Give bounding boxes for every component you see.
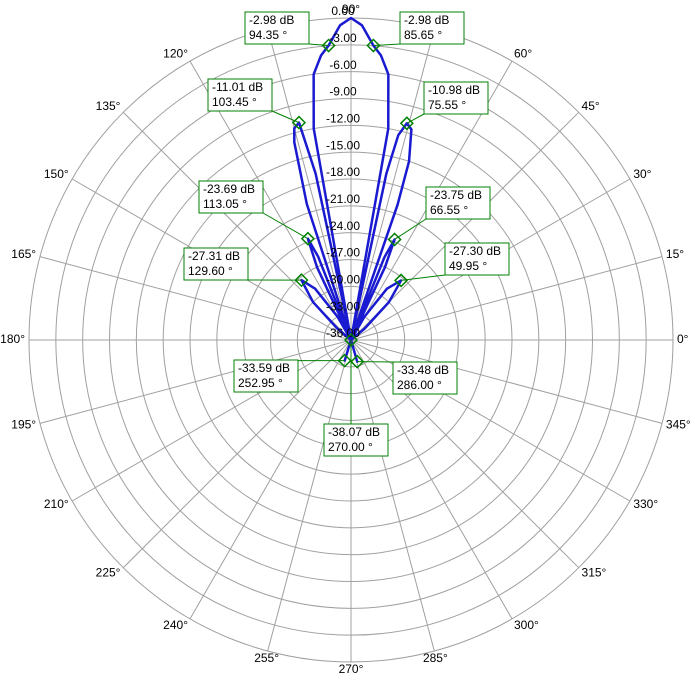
marker-label: -10.98 dB xyxy=(428,83,480,97)
marker-label-box xyxy=(444,242,510,276)
r-tick-label: -3.00 xyxy=(329,31,357,45)
r-tick-label: -6.00 xyxy=(329,58,357,72)
angle-label: 315° xyxy=(582,566,607,580)
marker-label-box xyxy=(233,359,299,393)
marker-label: -27.31 dB xyxy=(188,249,240,263)
marker-label-box xyxy=(323,423,389,457)
marker-angle-label: 270.00 ° xyxy=(328,440,373,454)
r-tick-label: -36.00 xyxy=(326,326,360,340)
marker-label-box xyxy=(392,361,458,395)
ring xyxy=(55,44,647,636)
marker-label: -23.75 dB xyxy=(430,188,482,202)
marker-leader xyxy=(401,274,446,281)
angle-label: 165° xyxy=(11,247,36,261)
marker-label-box xyxy=(425,186,491,220)
marker xyxy=(387,232,402,247)
marker-leader xyxy=(308,43,329,47)
marker-label: -38.07 dB xyxy=(328,425,380,439)
angle-label: 30° xyxy=(633,167,651,181)
marker xyxy=(394,273,409,288)
marker-leader xyxy=(394,218,427,240)
angle-label: 210° xyxy=(44,497,69,511)
marker-label: -11.01 dB xyxy=(212,80,263,94)
angle-label: 135° xyxy=(96,99,121,113)
angle-label: 270° xyxy=(339,662,364,676)
r-tick-label: -21.00 xyxy=(326,192,360,206)
marker-angle-label: 129.60 ° xyxy=(188,264,233,278)
marker-label-box xyxy=(423,81,489,115)
marker xyxy=(300,231,315,246)
marker xyxy=(350,354,365,369)
marker-label: -2.98 dB xyxy=(249,13,294,27)
marker-label-box xyxy=(207,78,273,112)
marker-leader xyxy=(373,43,401,47)
marker xyxy=(294,273,309,288)
marker-angle-label: 286.00 ° xyxy=(397,378,442,392)
marker-label-box xyxy=(183,247,249,281)
r-tick-label: -27.00 xyxy=(326,246,360,260)
angle-label: 195° xyxy=(11,418,36,432)
marker-label-box xyxy=(399,11,465,45)
marker-leader xyxy=(406,113,425,124)
ring xyxy=(135,124,567,556)
pattern-line xyxy=(293,16,413,363)
marker-label: -33.59 dB xyxy=(238,361,290,375)
r-tick-label: -30.00 xyxy=(326,273,360,287)
r-tick-label: -12.00 xyxy=(326,112,360,126)
marker-label: -23.69 dB xyxy=(203,182,255,196)
marker-angle-label: 75.55 ° xyxy=(428,98,466,112)
marker xyxy=(399,116,414,131)
angle-label: 240° xyxy=(163,618,188,632)
ring xyxy=(162,151,540,529)
angle-label: 15° xyxy=(666,247,684,261)
marker-angle-label: 113.05 ° xyxy=(203,197,247,211)
angle-label: 345° xyxy=(666,418,691,432)
angle-label: 150° xyxy=(44,167,69,181)
angle-label: 285° xyxy=(423,651,448,665)
ring xyxy=(82,71,620,609)
angle-label: 120° xyxy=(163,46,188,60)
angle-label: 90° xyxy=(342,2,360,16)
marker-label: -2.98 dB xyxy=(404,13,449,27)
ring xyxy=(109,98,593,582)
marker-angle-label: 85.65 ° xyxy=(404,28,442,42)
r-tick-label: -9.00 xyxy=(329,85,357,99)
marker-label: -27.30 dB xyxy=(449,244,501,258)
marker xyxy=(366,38,381,53)
marker xyxy=(343,332,359,348)
ring xyxy=(216,205,486,475)
r-tick-label: -24.00 xyxy=(326,219,360,233)
angle-label: 330° xyxy=(633,497,658,511)
marker-angle-label: 49.95 ° xyxy=(449,259,487,273)
marker-angle-label: 94.35 ° xyxy=(249,28,287,42)
angle-label: 300° xyxy=(514,618,539,632)
marker-label-box xyxy=(244,11,310,45)
marker-label: -33.48 dB xyxy=(397,363,449,377)
marker xyxy=(321,38,336,53)
marker xyxy=(291,115,307,130)
angle-label: 45° xyxy=(582,99,600,113)
marker-angle-label: 252.95 ° xyxy=(238,376,283,390)
marker-angle-label: 66.55 ° xyxy=(430,203,468,217)
r-tick-label: 0.00 xyxy=(331,4,355,18)
ring xyxy=(189,178,513,502)
r-tick-label: -33.00 xyxy=(326,299,360,313)
marker xyxy=(337,353,352,368)
angle-label: 180° xyxy=(0,332,25,346)
angle-label: 225° xyxy=(96,566,121,580)
r-tick-label: -15.00 xyxy=(326,138,360,152)
marker-angle-label: 103.45 ° xyxy=(212,95,257,109)
marker-label-box xyxy=(198,180,264,214)
angle-label: 255° xyxy=(254,651,279,665)
marker-leader xyxy=(262,212,309,240)
r-tick-label: -18.00 xyxy=(326,165,360,179)
angle-label: 0° xyxy=(677,332,689,346)
angle-label: 60° xyxy=(514,46,532,60)
